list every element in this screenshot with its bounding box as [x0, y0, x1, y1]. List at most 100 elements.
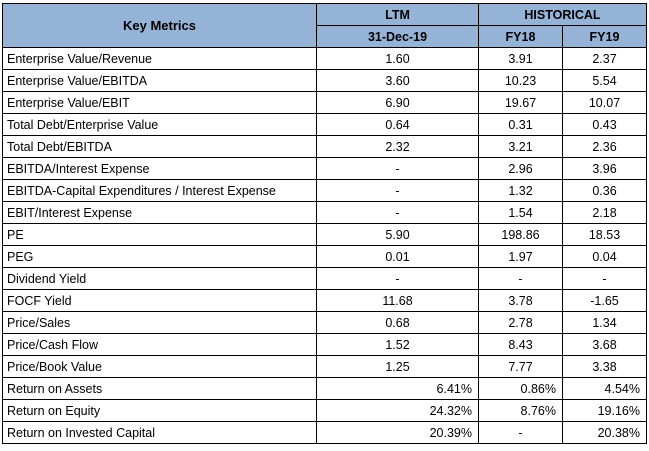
fy19-value-cell: 5.54 [562, 69, 647, 92]
table-row: PEG 0.01 1.97 0.04 [2, 245, 647, 268]
key-metrics-table: Key Metrics LTM HISTORICAL 31-Dec-19 FY1… [2, 3, 647, 444]
table-row: Price/Cash Flow 1.52 8.43 3.68 [2, 333, 647, 356]
metric-label-cell: EBITDA/Interest Expense [2, 157, 317, 180]
metric-label-cell: Price/Sales [2, 311, 317, 334]
table-row: Enterprise Value/EBIT 6.90 19.67 10.07 [2, 91, 647, 114]
fy19-value-cell: 0.04 [562, 245, 647, 268]
metric-label-cell: Price/Book Value [2, 355, 317, 378]
ltm-value-cell: 0.68 [316, 311, 479, 334]
ltm-value-cell: 3.60 [316, 69, 479, 92]
ltm-date-heading: 31-Dec-19 [316, 25, 479, 48]
metric-label-cell: Dividend Yield [2, 267, 317, 290]
ltm-value-cell: - [316, 157, 479, 180]
table-row: PE 5.90 198.86 18.53 [2, 223, 647, 246]
historical-heading: HISTORICAL [478, 3, 647, 26]
fy18-value-cell: 1.32 [478, 179, 563, 202]
fy18-value-cell: 19.67 [478, 91, 563, 114]
fy19-value-cell: 2.18 [562, 201, 647, 224]
ltm-value-cell: 0.64 [316, 113, 479, 136]
ltm-value-cell: - [316, 201, 479, 224]
metric-label-cell: Return on Invested Capital [2, 421, 317, 444]
ltm-value-cell: 24.32% [316, 399, 479, 422]
table-row: Dividend Yield - - - [2, 267, 647, 290]
table-row: FOCF Yield 11.68 3.78 -1.65 [2, 289, 647, 312]
table-row: Total Debt/Enterprise Value 0.64 0.31 0.43 [2, 113, 647, 136]
ltm-value-cell: 0.01 [316, 245, 479, 268]
table-row: Return on Equity 24.32% 8.76% 19.16% [2, 399, 647, 422]
fy18-value-cell: 1.97 [478, 245, 563, 268]
ltm-value-cell: 5.90 [316, 223, 479, 246]
metric-label-cell: Price/Cash Flow [2, 333, 317, 356]
fy18-heading: FY18 [478, 25, 563, 48]
metric-label-cell: FOCF Yield [2, 289, 317, 312]
fy18-value-cell: 10.23 [478, 69, 563, 92]
fy19-value-cell: 0.36 [562, 179, 647, 202]
ltm-value-cell: 1.25 [316, 355, 479, 378]
table-row: Return on Assets 6.41% 0.86% 4.54% [2, 377, 647, 400]
table-row: Enterprise Value/EBITDA 3.60 10.23 5.54 [2, 69, 647, 92]
fy19-value-cell: 0.43 [562, 113, 647, 136]
fy19-value-cell: 19.16% [562, 399, 647, 422]
fy18-value-cell: 3.78 [478, 289, 563, 312]
fy18-value-cell: 2.96 [478, 157, 563, 180]
metric-label-cell: Total Debt/EBITDA [2, 135, 317, 158]
metric-label-cell: Return on Assets [2, 377, 317, 400]
ltm-value-cell: - [316, 267, 479, 290]
key-metrics-heading: Key Metrics [2, 3, 317, 48]
ltm-value-cell: 11.68 [316, 289, 479, 312]
fy19-value-cell: 20.38% [562, 421, 647, 444]
table-row: Enterprise Value/Revenue 1.60 3.91 2.37 [2, 47, 647, 70]
fy18-value-cell: 198.86 [478, 223, 563, 246]
metric-label-cell: EBIT/Interest Expense [2, 201, 317, 224]
fy18-value-cell: 0.31 [478, 113, 563, 136]
fy19-value-cell: 10.07 [562, 91, 647, 114]
fy18-value-cell: 3.21 [478, 135, 563, 158]
metric-label-cell: Enterprise Value/EBIT [2, 91, 317, 114]
table-row: Price/Sales 0.68 2.78 1.34 [2, 311, 647, 334]
table-row: EBITDA/Interest Expense -2.96 3.96 [2, 157, 647, 180]
fy18-value-cell: 1.54 [478, 201, 563, 224]
fy18-value-cell: 0.86% [478, 377, 563, 400]
metric-label-cell: Total Debt/Enterprise Value [2, 113, 317, 136]
fy19-value-cell: 2.37 [562, 47, 647, 70]
table-row: EBIT/Interest Expense -1.54 2.18 [2, 201, 647, 224]
fy19-value-cell: 3.68 [562, 333, 647, 356]
fy19-heading: FY19 [562, 25, 647, 48]
table-row: Price/Book Value 1.25 7.77 3.38 [2, 355, 647, 378]
ltm-value-cell: - [316, 179, 479, 202]
header-row-top: Key Metrics LTM HISTORICAL [2, 3, 647, 48]
metric-label-cell: PE [2, 223, 317, 246]
fy19-value-cell: 3.96 [562, 157, 647, 180]
metric-label-cell: Enterprise Value/EBITDA [2, 69, 317, 92]
table-row: Return on Invested Capital 20.39% -20.38% [2, 421, 647, 444]
ltm-value-cell: 6.90 [316, 91, 479, 114]
table-body: Enterprise Value/Revenue 1.60 3.91 2.37 Ente… [2, 47, 647, 444]
metric-label-cell: Enterprise Value/Revenue [2, 47, 317, 70]
table-header: Key Metrics LTM HISTORICAL 31-Dec-19 FY1… [2, 3, 647, 48]
fy19-value-cell: 1.34 [562, 311, 647, 334]
ltm-value-cell: 1.52 [316, 333, 479, 356]
metric-label-cell: Return on Equity [2, 399, 317, 422]
ltm-value-cell: 20.39% [316, 421, 479, 444]
fy18-value-cell: 8.43 [478, 333, 563, 356]
fy18-value-cell: 3.91 [478, 47, 563, 70]
fy18-value-cell: 8.76% [478, 399, 563, 422]
fy19-value-cell: -1.65 [562, 289, 647, 312]
ltm-heading: LTM [316, 3, 479, 26]
ltm-value-cell: 1.60 [316, 47, 479, 70]
ltm-value-cell: 2.32 [316, 135, 479, 158]
fy18-value-cell: - [478, 421, 563, 444]
header-row-sub: 31-Dec-19 FY18 FY19 [3, 25, 647, 48]
metric-label-cell: PEG [2, 245, 317, 268]
fy18-value-cell: 7.77 [478, 355, 563, 378]
fy19-value-cell: 3.38 [562, 355, 647, 378]
ltm-value-cell: 6.41% [316, 377, 479, 400]
fy19-value-cell: 2.36 [562, 135, 647, 158]
metric-label-cell: EBITDA-Capital Expenditures / Interest E… [2, 179, 317, 202]
fy19-value-cell: - [562, 267, 647, 290]
fy19-value-cell: 4.54% [562, 377, 647, 400]
table-row: Total Debt/EBITDA 2.32 3.21 2.36 [2, 135, 647, 158]
table-row: EBITDA-Capital Expenditures / Interest E… [2, 179, 647, 202]
fy19-value-cell: 18.53 [562, 223, 647, 246]
fy18-value-cell: - [478, 267, 563, 290]
